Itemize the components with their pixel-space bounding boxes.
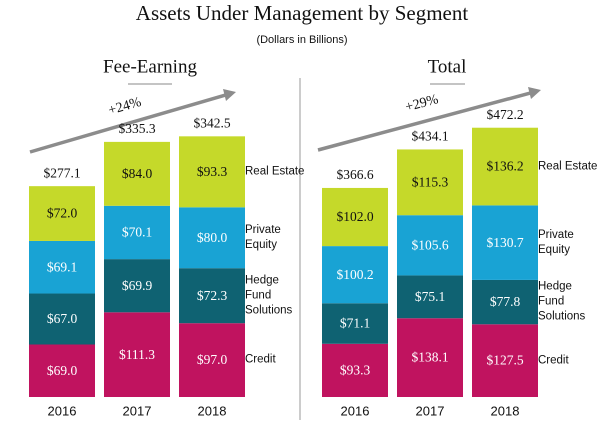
x-tick-label: 2017 <box>123 403 152 418</box>
x-tick-label: 2018 <box>198 403 227 418</box>
value-label: $100.2 <box>336 267 373 282</box>
growth-annotation: +29% <box>404 92 441 115</box>
growth-annotation: +24% <box>107 95 144 119</box>
value-label: $97.0 <box>197 352 228 367</box>
bar-segment <box>179 207 245 269</box>
bar-segment <box>472 127 538 206</box>
bar-segment <box>179 268 245 324</box>
bar-segment <box>104 205 170 260</box>
value-label: $69.9 <box>122 278 153 293</box>
bar-segment <box>104 312 170 397</box>
x-tick-label: 2016 <box>341 403 370 418</box>
value-label: $70.1 <box>122 225 152 240</box>
bar-segment <box>322 246 388 304</box>
bar-segment <box>472 279 538 325</box>
growth-arrow <box>29 92 229 154</box>
value-label: $127.5 <box>486 353 523 368</box>
bar-segment <box>29 186 95 241</box>
value-label: $84.0 <box>122 166 153 181</box>
value-label: $93.3 <box>340 362 371 377</box>
total-label: $335.3 <box>118 121 155 136</box>
value-label: $136.2 <box>486 159 523 174</box>
legend-label: Real Estate <box>245 165 305 178</box>
bar-segment <box>472 205 538 280</box>
total-label: $472.2 <box>486 107 523 122</box>
value-label: $77.8 <box>490 294 521 309</box>
total-label: $434.1 <box>411 129 448 144</box>
bar-segment <box>29 240 95 294</box>
bar-segment <box>179 323 245 397</box>
bar-segment <box>104 259 170 313</box>
bar-segment <box>397 215 463 276</box>
total-label: $366.6 <box>336 167 373 182</box>
bar-segment <box>397 318 463 397</box>
total-label: $277.1 <box>43 165 80 180</box>
legend-label: Hedge Fund Solutions <box>538 280 586 323</box>
growth-arrow <box>317 90 534 152</box>
bar-segment <box>397 149 463 216</box>
page-subtitle: (Dollars in Billions) <box>256 34 347 46</box>
value-label: $69.0 <box>47 363 78 378</box>
value-label: $93.3 <box>197 164 228 179</box>
value-label: $72.0 <box>47 206 78 221</box>
chart-title: Fee-Earning <box>103 56 197 77</box>
bar-segment <box>322 187 388 247</box>
arrow-head <box>223 89 236 101</box>
chart-title: Total <box>428 56 467 77</box>
bar-segment <box>472 324 538 397</box>
value-label: $67.0 <box>47 311 78 326</box>
legend-label: Private Equity <box>245 223 281 251</box>
bar-segment <box>397 275 463 319</box>
legend-label: Hedge Fund Solutions <box>245 274 293 317</box>
bar-segment <box>104 141 170 206</box>
bar-segment <box>29 344 95 397</box>
value-label: $115.3 <box>412 174 449 189</box>
x-tick-label: 2017 <box>416 403 445 418</box>
bar-segment <box>322 343 388 397</box>
bar-segment <box>29 293 95 345</box>
legend-label: Real Estate <box>538 160 598 173</box>
x-tick-label: 2016 <box>48 403 77 418</box>
legend-label: Credit <box>538 354 569 367</box>
value-label: $75.1 <box>415 289 445 304</box>
value-label: $111.3 <box>119 347 155 362</box>
total-label: $342.5 <box>193 115 230 130</box>
x-tick-label: 2018 <box>491 403 520 418</box>
value-label: $69.1 <box>47 259 77 274</box>
value-label: $102.0 <box>336 209 373 224</box>
legend-label: Credit <box>245 353 276 366</box>
value-label: $71.1 <box>340 316 370 331</box>
value-label: $72.3 <box>197 288 228 303</box>
bar-segment <box>179 136 245 208</box>
page-title: Assets Under Management by Segment <box>136 1 469 25</box>
value-label: $105.6 <box>411 237 448 252</box>
value-label: $130.7 <box>486 235 523 250</box>
value-label: $138.1 <box>411 350 448 365</box>
legend-label: Private Equity <box>538 228 574 256</box>
value-label: $80.0 <box>197 230 228 245</box>
arrow-head <box>528 87 541 99</box>
bar-segment <box>322 303 388 344</box>
